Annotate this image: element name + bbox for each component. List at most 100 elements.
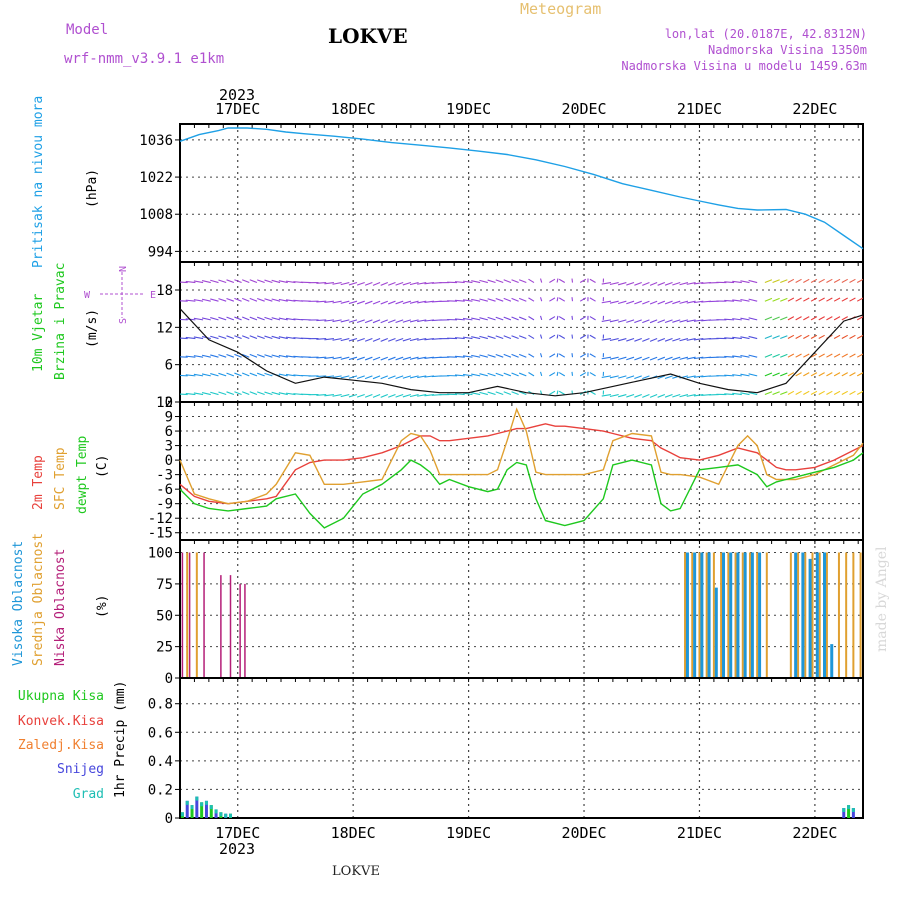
y-tick-label: -3 (156, 468, 173, 484)
wind-arrow (348, 282, 358, 286)
wind-arrow (787, 334, 795, 340)
wind-arrow (180, 318, 188, 321)
wind-arrow (332, 300, 342, 304)
wind-arrow (810, 278, 818, 284)
wind-arrow (724, 299, 735, 302)
wind-arrow (772, 297, 780, 302)
wind-arrow (388, 394, 396, 398)
wind-arrow (356, 300, 365, 305)
wind-arrow (249, 353, 258, 358)
y-tick-label: 6 (165, 358, 173, 374)
wind-arrow (285, 336, 296, 340)
wind-arrow (285, 373, 296, 377)
wind-arrow (324, 281, 334, 285)
wind-arrow (278, 280, 288, 284)
precip-bar-cap (847, 805, 851, 810)
wind-arrow (487, 354, 496, 358)
wind-arrow (693, 300, 704, 304)
wind-arrow (332, 356, 342, 360)
wind-arrow (278, 392, 288, 396)
wind-arrow (764, 279, 773, 284)
wind-arrow (626, 319, 635, 323)
pressure-title: Pritisak na nivou mora (31, 96, 46, 268)
wind-arrow (634, 319, 642, 324)
model-name: wrf-nmm_v3.9.1 e1km (64, 51, 224, 67)
wind-arrow (795, 278, 802, 284)
wind-arrow (271, 317, 281, 321)
wind-arrow (626, 300, 635, 305)
wind-arrow (810, 297, 818, 302)
cloud-unit: (%) (95, 595, 110, 618)
wind-arrow (618, 300, 627, 305)
precip-bar-cap (195, 796, 199, 801)
header: Model wrf-nmm_v3.9.1 e1km LOKVE Meteogra… (64, 0, 867, 73)
wind-arrow (810, 353, 818, 358)
wind-arrow (589, 297, 596, 302)
wind-arrow (180, 300, 188, 302)
wind-arrow (471, 298, 481, 302)
compass-east: E (150, 290, 156, 301)
wind-arrow (693, 393, 704, 397)
wind-arrow (740, 392, 750, 396)
wind-arrow (316, 300, 327, 303)
wind-arrow (201, 298, 211, 302)
y-tick-label: 0.8 (148, 697, 173, 713)
wind-arrow (589, 334, 596, 340)
y-tick-label: -15 (148, 526, 173, 542)
wind-arrow (556, 353, 559, 358)
wind-arrow (732, 392, 742, 396)
precip-bar (190, 805, 194, 818)
wind-arrow (340, 375, 350, 379)
wind-arrow (649, 319, 658, 324)
wind-arrow (364, 375, 373, 380)
wind-arrow (549, 390, 556, 396)
wind-arrow (356, 356, 365, 361)
wind-arrow (618, 338, 627, 342)
wind-arrow (528, 278, 535, 284)
wind-arrow (618, 356, 627, 361)
wind-arrow (417, 300, 427, 304)
wind-arrow (511, 372, 519, 377)
wind-arrow (833, 372, 841, 377)
wind-arrow (402, 282, 412, 286)
wind-arrow (764, 372, 773, 377)
wind-arrow (772, 353, 780, 358)
day-label-bottom: 17DEC (215, 824, 260, 842)
wind-arrow (601, 393, 612, 397)
wind-arrow (833, 297, 841, 302)
wind-arrow (511, 297, 519, 302)
wind-arrow (257, 372, 265, 377)
wind-arrow (495, 354, 504, 358)
wind-arrow (218, 391, 227, 396)
wind-arrow (264, 335, 273, 340)
wind-arrow (257, 354, 265, 358)
wind-arrow (257, 316, 265, 321)
wind-arrow (417, 356, 427, 360)
wind-arrow (672, 394, 681, 398)
wind-arrow (558, 372, 566, 377)
wind-arrow (348, 319, 358, 323)
wind-arrow (810, 334, 818, 340)
panel-frame (179, 677, 864, 819)
wind-arrow (528, 372, 535, 377)
wind-arrow (841, 297, 848, 302)
wind-arrow (462, 299, 473, 302)
wind-arrow (264, 298, 273, 302)
wind-arrow (264, 372, 273, 377)
wind-arrow (364, 282, 373, 286)
y-tick-label: 0.2 (148, 782, 173, 798)
wind-arrow (558, 334, 566, 340)
high-cloud-title: Visoka Oblacnost (11, 541, 26, 666)
y-tick-label: 1008 (139, 207, 173, 223)
wind-arrow (409, 319, 419, 323)
wind-arrow (364, 300, 373, 305)
wind-arrow (764, 316, 773, 321)
wind-arrow (748, 373, 758, 377)
wind-arrow (372, 319, 381, 324)
wind-arrow (249, 372, 258, 377)
wind-arrow (285, 280, 296, 284)
wind-arrow (278, 336, 288, 340)
y-tick-label: 0.4 (148, 754, 173, 770)
wind-arrow (826, 316, 833, 321)
wind-arrow (503, 353, 512, 358)
